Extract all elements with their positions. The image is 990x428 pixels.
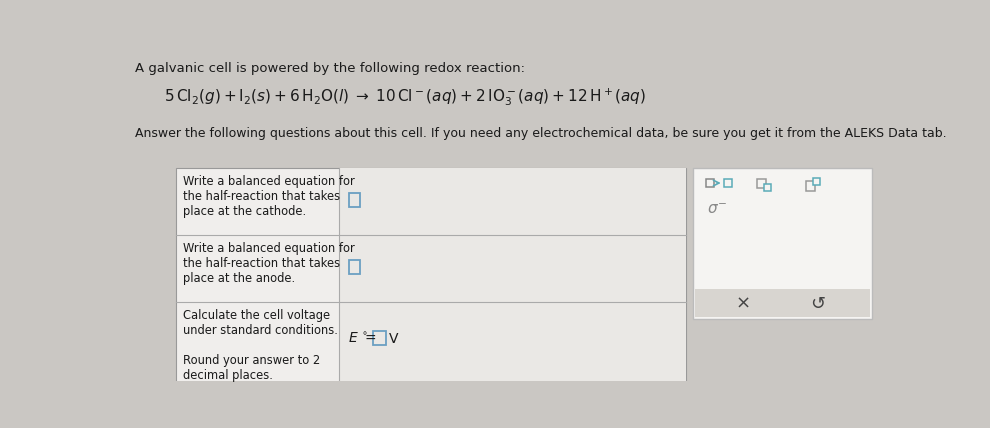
Text: ×: × — [736, 295, 750, 313]
Text: Write a balanced equation for
the half-reaction that takes
place at the cathode.: Write a balanced equation for the half-r… — [182, 175, 354, 217]
Bar — [373, 331, 386, 345]
Text: =: = — [364, 332, 375, 346]
Bar — [725, 179, 733, 187]
Bar — [340, 168, 686, 386]
Text: $\sigma^{\!-}$: $\sigma^{\!-}$ — [707, 202, 728, 217]
Bar — [348, 193, 360, 207]
Bar — [695, 289, 870, 317]
Text: V: V — [389, 332, 398, 346]
Bar — [806, 181, 815, 191]
Bar — [813, 178, 820, 184]
Bar — [706, 179, 714, 187]
Bar — [176, 168, 686, 386]
Bar — [693, 168, 871, 318]
Bar — [757, 179, 766, 188]
Text: Calculate the cell voltage
under standard conditions.

Round your answer to 2
de: Calculate the cell voltage under standar… — [182, 309, 338, 381]
Text: $5\,\mathrm{Cl_2}(g) + \mathrm{I_2}(s) + 6\,\mathrm{H_2O}(\mathit{l})\;\rightarr: $5\,\mathrm{Cl_2}(g) + \mathrm{I_2}(s) +… — [164, 86, 646, 108]
Text: A galvanic cell is powered by the following redox reaction:: A galvanic cell is powered by the follow… — [136, 62, 526, 75]
Text: Answer the following questions about this cell. If you need any electrochemical : Answer the following questions about thi… — [136, 127, 947, 140]
Bar — [348, 260, 360, 274]
Bar — [764, 184, 771, 191]
Text: Write a balanced equation for
the half-reaction that takes
place at the anode.: Write a balanced equation for the half-r… — [182, 241, 354, 285]
Text: $\it{E}^{\,\circ}$: $\it{E}^{\,\circ}$ — [348, 332, 368, 346]
Text: ↺: ↺ — [811, 295, 826, 313]
